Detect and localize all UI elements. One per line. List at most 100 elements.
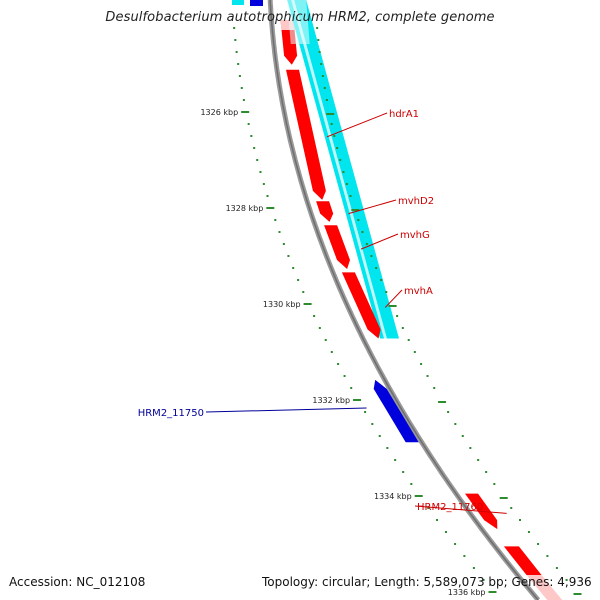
minor-tick-outer bbox=[371, 423, 374, 425]
minor-tick-inner bbox=[401, 327, 404, 329]
minor-tick-outer bbox=[278, 231, 281, 233]
minor-tick-inner bbox=[546, 555, 549, 557]
accession-text: Accession: NC_012108 bbox=[9, 575, 146, 589]
ruler-tick-label: 1334 kbp bbox=[374, 492, 412, 501]
minor-tick-inner bbox=[333, 135, 336, 137]
minor-tick-outer bbox=[436, 519, 438, 521]
minor-tick-outer bbox=[240, 87, 243, 89]
minor-tick-inner bbox=[537, 543, 540, 545]
gene-arrow-hdra1 bbox=[286, 69, 326, 200]
gene-leader-hrm2-11760 bbox=[414, 505, 507, 514]
minor-tick-outer bbox=[292, 267, 295, 269]
minor-tick-outer bbox=[324, 339, 327, 341]
minor-tick-outer bbox=[242, 99, 245, 101]
minor-tick-outer bbox=[233, 27, 236, 29]
minor-tick-outer bbox=[337, 363, 340, 365]
minor-tick-outer bbox=[302, 291, 305, 293]
minor-tick-inner bbox=[413, 351, 416, 353]
minor-tick-outer bbox=[343, 375, 346, 377]
minor-tick-inner bbox=[447, 411, 450, 413]
minor-tick-outer bbox=[386, 447, 389, 449]
gene-leader-hdra1 bbox=[326, 112, 388, 138]
minor-tick-inner bbox=[365, 243, 368, 245]
gene-features bbox=[286, 69, 498, 530]
minor-tick-inner bbox=[385, 291, 388, 293]
minor-tick-outer bbox=[454, 543, 457, 545]
minor-tick-outer bbox=[318, 327, 321, 329]
gene-labels: hdrA1 mvhD2 mvhG mvhA HRM2_11750 HRM2_11760 bbox=[138, 109, 507, 514]
minor-tick-inner bbox=[325, 99, 328, 101]
minor-tick-outer bbox=[287, 255, 290, 257]
gene-label-mvhd2: mvhD2 bbox=[398, 196, 434, 207]
gene-arrow-hrm2-11750 bbox=[373, 379, 419, 443]
operon-band-fade bbox=[287, 0, 310, 44]
minor-tick-outer bbox=[253, 147, 256, 149]
minor-tick-outer bbox=[237, 63, 240, 65]
minor-tick-outer bbox=[378, 435, 381, 437]
minor-tick-outer bbox=[463, 555, 466, 557]
minor-tick-inner bbox=[477, 459, 480, 461]
minor-tick-inner bbox=[380, 279, 383, 281]
ruler-tick-label: 1328 kbp bbox=[226, 204, 264, 213]
genome-backbone bbox=[267, 0, 541, 600]
minor-tick-outer bbox=[262, 183, 265, 185]
minor-tick-inner bbox=[321, 75, 324, 77]
gene-arrow-mvhg bbox=[324, 225, 350, 269]
operon-bands bbox=[287, 0, 399, 339]
minor-tick-outer bbox=[394, 459, 397, 461]
backbone-line bbox=[267, 0, 541, 600]
minor-tick-outer bbox=[410, 483, 413, 485]
minor-tick-inner bbox=[461, 435, 464, 437]
forward-gene-fragment-bottom bbox=[503, 546, 542, 575]
gene-label-hrm2-11750: HRM2_11750 bbox=[138, 408, 204, 419]
minor-tick-inner bbox=[345, 183, 348, 185]
minor-tick-inner bbox=[339, 159, 342, 161]
minor-tick-outer bbox=[274, 219, 277, 221]
gene-label-hrm2-11760: HRM2_11760 bbox=[417, 502, 483, 513]
minor-tick-outer bbox=[402, 471, 405, 473]
operon-band bbox=[287, 0, 399, 339]
gene-leader-mvhd2 bbox=[348, 199, 397, 215]
minor-tick-outer bbox=[259, 171, 262, 173]
minor-tick-outer bbox=[282, 243, 285, 245]
ruler-ticks: 1326 kbp 1328 kbp 1330 kbp 1332 kbp 1334 kbp… bbox=[200, 27, 582, 597]
backbone-core bbox=[269, 0, 539, 600]
minor-tick-outer bbox=[235, 51, 238, 53]
minor-tick-inner bbox=[510, 507, 513, 509]
minor-tick-inner bbox=[420, 363, 423, 365]
minor-tick-inner bbox=[370, 255, 373, 257]
minor-tick-outer bbox=[444, 531, 447, 533]
minor-tick-inner bbox=[493, 483, 496, 485]
minor-tick-inner bbox=[527, 531, 530, 533]
minor-tick-outer bbox=[427, 507, 430, 509]
ruler-tick-label: 1330 kbp bbox=[263, 300, 301, 309]
ruler-tick-label: 1326 kbp bbox=[200, 108, 238, 117]
minor-tick-outer bbox=[297, 279, 300, 281]
minor-tick-inner bbox=[407, 339, 410, 341]
minor-tick-inner bbox=[320, 63, 323, 65]
ruler-tick-label: 1332 kbp bbox=[312, 396, 350, 405]
gene-arrow-mvhd2 bbox=[316, 201, 334, 222]
minor-tick-inner bbox=[469, 447, 472, 449]
minor-tick-inner bbox=[336, 147, 339, 149]
gene-label-mvhg: mvhG bbox=[400, 230, 430, 241]
minor-tick-outer bbox=[482, 579, 485, 581]
minor-tick-inner bbox=[555, 567, 558, 569]
minor-tick-inner bbox=[565, 579, 568, 581]
operon-band-highlight bbox=[291, 0, 387, 339]
minor-tick-outer bbox=[234, 39, 237, 41]
gene-label-mvha: mvhA bbox=[404, 286, 433, 297]
minor-tick-outer bbox=[250, 135, 253, 137]
gene-arrow-mvha bbox=[341, 272, 381, 339]
minor-tick-outer bbox=[364, 411, 367, 413]
genome-summary-text: Topology: circular; Length: 5,589,073 bp… bbox=[262, 575, 592, 589]
gene-label-hdra1: hdrA1 bbox=[389, 109, 419, 120]
minor-tick-outer bbox=[313, 315, 316, 317]
minor-tick-outer bbox=[238, 75, 241, 77]
minor-tick-inner bbox=[317, 39, 320, 41]
minor-tick-inner bbox=[454, 423, 457, 425]
minor-tick-outer bbox=[247, 123, 250, 125]
forward-gene-fragment-bottom-fade bbox=[526, 575, 563, 600]
